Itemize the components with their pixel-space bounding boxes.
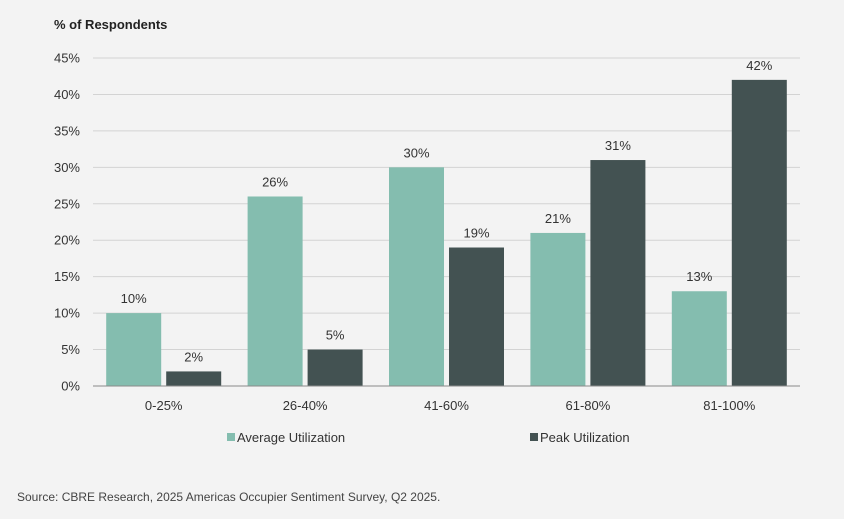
y-tick-label: 30% [54, 160, 80, 175]
legend: Average Utilization Peak Utilization [227, 430, 630, 445]
average-utilization-bar [247, 196, 303, 386]
data-labels: 10% 2% 26% 5% 30% 19% 21% 31% 13% 42% [121, 58, 773, 365]
peak-utilization-bar [731, 79, 787, 386]
y-tick-label: 10% [54, 306, 80, 321]
y-axis-ticks: 0% 5% 10% 15% 20% 25% 30% 35% 40% 45% [54, 51, 80, 394]
bars [106, 79, 787, 386]
average-utilization-bar [671, 291, 727, 386]
x-tick-label: 26-40% [283, 398, 328, 413]
x-tick-label: 41-60% [424, 398, 469, 413]
average-utilization-bar [530, 232, 586, 386]
peak-utilization-bar [449, 247, 504, 386]
average-utilization-bar [389, 167, 444, 386]
y-axis-title: % of Respondents [54, 17, 167, 32]
legend-label: Peak Utilization [540, 430, 630, 445]
source-note: Source: CBRE Research, 2025 Americas Occ… [17, 490, 440, 504]
y-tick-label: 35% [54, 123, 80, 138]
y-tick-label: 25% [54, 196, 80, 211]
peak-utilization-bar [590, 160, 646, 386]
y-tick-label: 20% [54, 233, 80, 248]
gridlines [93, 57, 800, 351]
data-label: 42% [746, 58, 772, 73]
y-tick-label: 0% [61, 379, 80, 394]
data-label: 31% [605, 138, 631, 153]
y-tick-label: 45% [54, 51, 80, 66]
legend-swatch [227, 433, 235, 441]
y-tick-label: 40% [54, 87, 80, 102]
data-label: 21% [545, 211, 571, 226]
legend-swatch [530, 433, 538, 441]
x-tick-label: 61-80% [565, 398, 610, 413]
data-label: 30% [403, 145, 429, 160]
data-label: 13% [686, 269, 712, 284]
data-label: 2% [184, 349, 203, 364]
average-utilization-bar [106, 313, 162, 386]
y-tick-label: 5% [61, 342, 80, 357]
data-label: 5% [326, 328, 345, 343]
x-tick-label: 81-100% [703, 398, 755, 413]
y-tick-label: 15% [54, 269, 80, 284]
data-label: 26% [262, 174, 288, 189]
legend-label: Average Utilization [237, 430, 345, 445]
peak-utilization-bar [307, 349, 363, 386]
x-tick-label: 0-25% [145, 398, 183, 413]
x-axis-ticks: 0-25% 26-40% 41-60% 61-80% 81-100% [145, 398, 756, 413]
peak-utilization-bar [166, 371, 222, 386]
data-label: 10% [121, 291, 147, 306]
data-label: 19% [463, 226, 489, 241]
